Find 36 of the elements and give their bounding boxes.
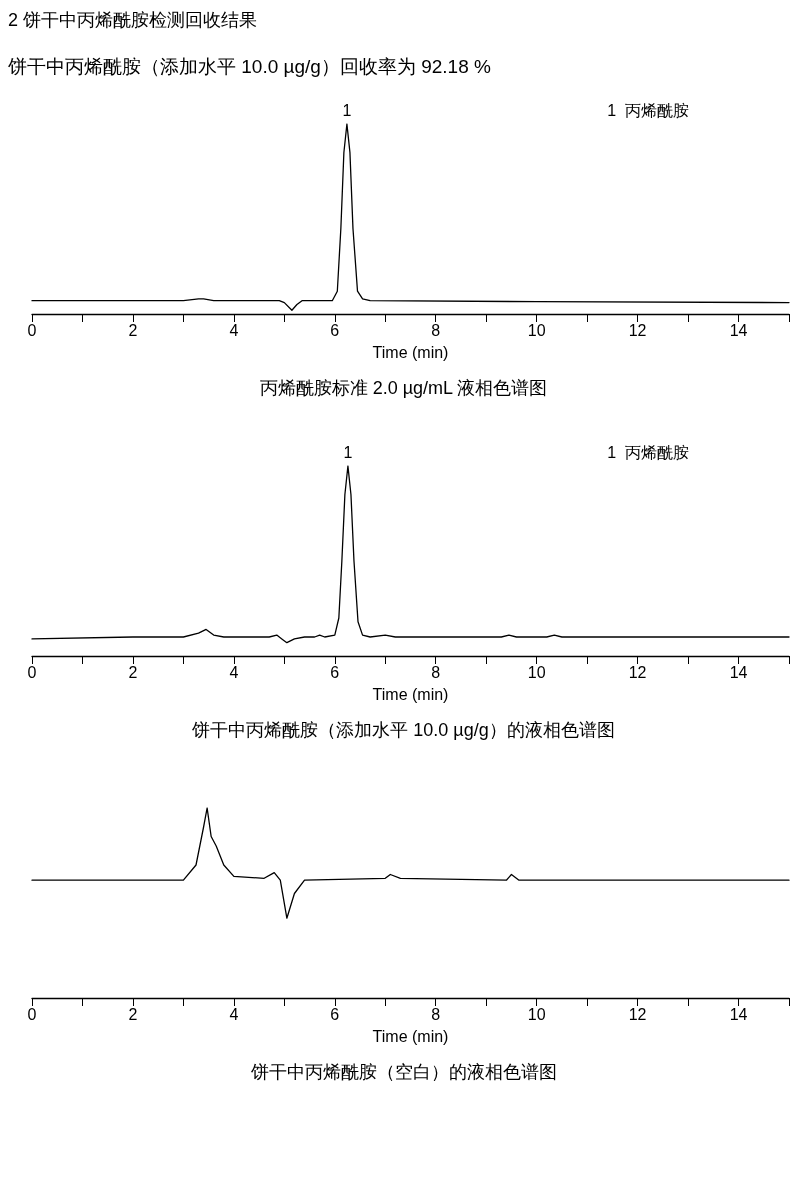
annotation: 1 (343, 443, 353, 461)
x-tick-label: 4 (229, 321, 239, 339)
x-tick-label: 2 (128, 321, 138, 339)
chart-subtitle: 饼干中丙烯酰胺（添加水平 10.0 µg/g）回收率为 92.18 % (8, 55, 492, 79)
text: 饼干中丙烯酰胺（添加水平 10.0 µg/g）的液相色谱图 (191, 719, 616, 742)
annotation: 1 (342, 101, 352, 119)
x-tick-label: 8 (431, 1005, 441, 1023)
x-tick-label: 10 (527, 321, 546, 339)
x-tick-label: 14 (729, 321, 748, 339)
x-tick-label: 12 (628, 663, 647, 681)
chart-title: 2 饼干中丙烯酰胺检测回收结果 (8, 9, 258, 32)
x-tick-label: 12 (628, 321, 647, 339)
x-tick-label: 8 (431, 663, 441, 681)
text: 饼干中丙烯酰胺（空白）的液相色谱图 (249, 1061, 558, 1084)
x-tick-label: 6 (330, 663, 340, 681)
x-tick-label: 0 (27, 663, 37, 681)
x-axis-title: Time (min) (372, 1027, 449, 1045)
x-tick-label: 2 (128, 663, 138, 681)
x-tick-label: 0 (27, 1005, 37, 1023)
x-tick-label: 12 (628, 1005, 647, 1023)
x-tick-label: 0 (27, 321, 37, 339)
text: 1 丙烯酰胺 (607, 443, 690, 461)
x-axis-title: Time (min) (372, 685, 449, 703)
text: 丙烯酰胺标准 2.0 µg/mL 液相色谱图 (258, 377, 549, 400)
x-tick-label: 6 (330, 1005, 340, 1023)
x-tick-label: 14 (729, 663, 748, 681)
x-tick-label: 6 (330, 321, 340, 339)
x-tick-label: 8 (431, 321, 441, 339)
x-tick-label: 10 (527, 1005, 546, 1023)
x-tick-label: 4 (229, 1005, 239, 1023)
x-tick-label: 4 (229, 663, 239, 681)
x-axis-title: Time (min) (372, 343, 449, 361)
text: 1 丙烯酰胺 (607, 101, 690, 119)
x-tick-label: 10 (527, 663, 546, 681)
x-tick-label: 14 (729, 1005, 748, 1023)
x-tick-label: 2 (128, 1005, 138, 1023)
